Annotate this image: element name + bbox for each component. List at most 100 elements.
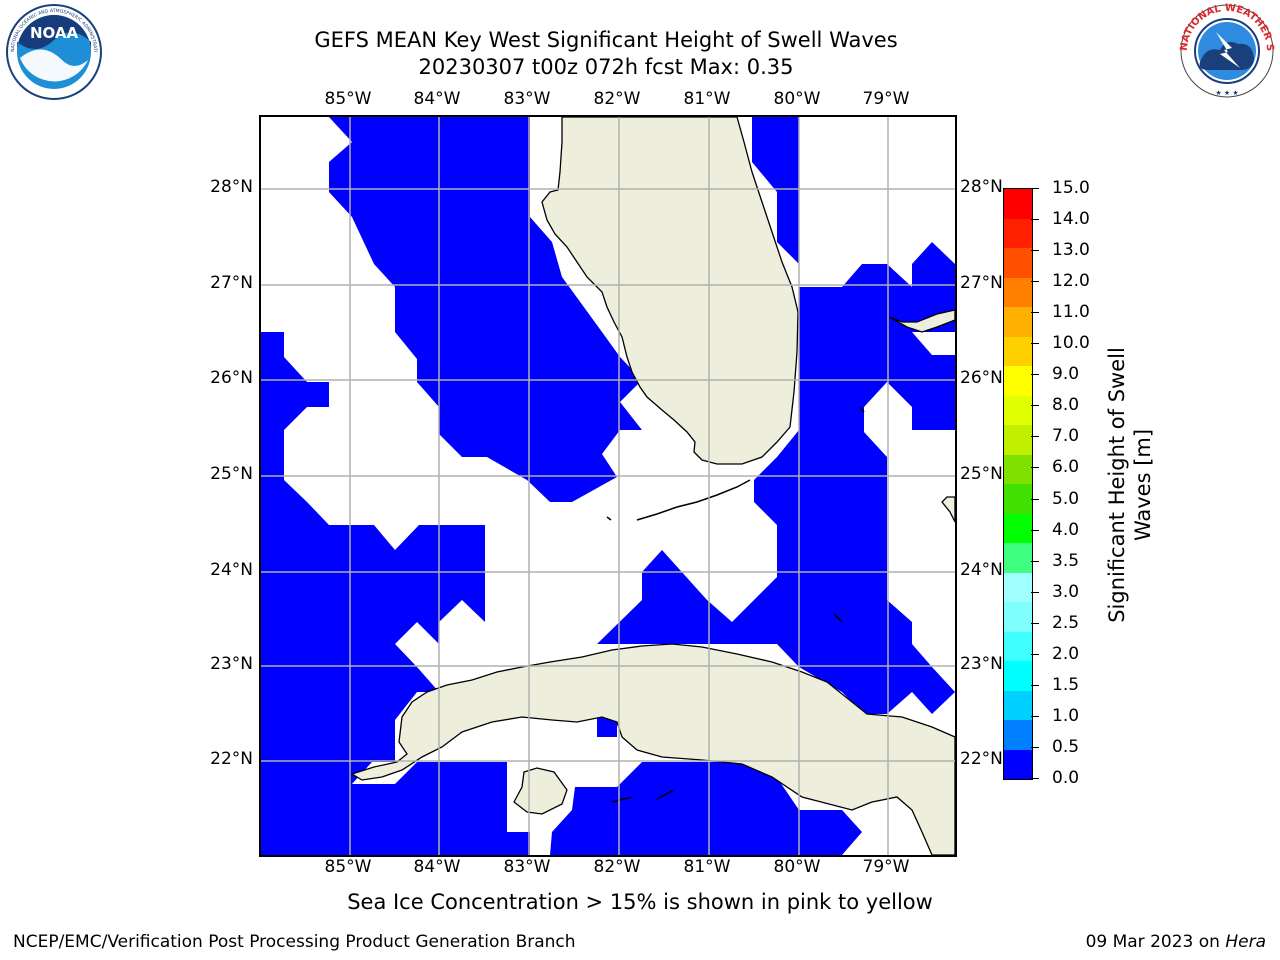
- colorbar-tick-label: 3.5: [1052, 550, 1080, 571]
- colorbar-segment: [1004, 749, 1032, 779]
- colorbar-tick: [1031, 715, 1039, 717]
- graticule: [261, 117, 955, 855]
- colorbar-tick: [1031, 778, 1039, 779]
- colorbar-segment: [1004, 218, 1032, 248]
- cuba: [350, 643, 955, 855]
- colorbar-segment: [1004, 513, 1032, 543]
- lon-label-bottom: 82°W: [593, 857, 641, 877]
- colorbar-segment: [1004, 307, 1032, 337]
- colorbar-title-line: Significant Height of Swell: [1105, 347, 1129, 623]
- colorbar-tick: [1031, 405, 1039, 407]
- lat-label-right: 23°N: [960, 654, 1003, 674]
- colorbar-tick-label: 8.0: [1052, 395, 1080, 416]
- swell-region-florida-strait: [597, 117, 955, 714]
- noaa-logo-text: NOAA: [30, 24, 79, 42]
- colorbar-tick: [1031, 312, 1039, 314]
- sea-ice-note: Sea Ice Concentration > 15% is shown in …: [347, 890, 933, 914]
- colorbar-segment: [1004, 602, 1032, 632]
- colorbar-tick: [1031, 436, 1039, 438]
- map-svg: [261, 117, 955, 855]
- lat-label-right: 22°N: [960, 749, 1003, 769]
- colorbar-tick: [1031, 250, 1039, 252]
- colorbar-tick-label: 10.0: [1052, 333, 1090, 354]
- colorbar-tick-label: 3.0: [1052, 581, 1080, 602]
- colorbar-segment: [1004, 720, 1032, 750]
- colorbar-segment: [1004, 631, 1032, 661]
- colorbar-tick-label: 14.0: [1052, 209, 1090, 230]
- colorbar-title: Significant Height of Swell Waves [m]: [1104, 347, 1156, 623]
- colorbar-tick-label: 11.0: [1052, 302, 1090, 323]
- colorbar-tick-label: 4.0: [1052, 519, 1080, 540]
- lat-label-left: 25°N: [210, 464, 253, 484]
- lon-label-bottom: 84°W: [413, 857, 461, 877]
- bahamas-grand-bahama: [888, 309, 955, 333]
- lon-label-bottom: 80°W: [773, 857, 821, 877]
- colorbar-tick: [1031, 746, 1039, 748]
- lat-label-right: 26°N: [960, 368, 1003, 388]
- lat-label-left: 23°N: [210, 654, 253, 674]
- lon-label-top: 83°W: [503, 89, 551, 109]
- lon-label-bottom: 83°W: [503, 857, 551, 877]
- florida-peninsula: [541, 117, 799, 465]
- nws-logo: NATIONAL WEATHER SERVICE ★ ★ ★: [1176, 2, 1275, 98]
- colorbar-tick: [1031, 281, 1039, 283]
- noaa-logo: NOAA NATIONAL OCEANIC AND ATMOSPHERIC AD…: [2, 2, 102, 100]
- lat-label-left: 28°N: [210, 177, 253, 197]
- colorbar-tick: [1031, 374, 1039, 376]
- map-title: GEFS MEAN Key West Significant Height of…: [314, 28, 898, 52]
- colorbar-segment: [1004, 425, 1032, 455]
- colorbar-segment: [1004, 189, 1032, 219]
- colorbar-tick: [1031, 591, 1039, 593]
- colorbar-tick-label: 0.5: [1052, 736, 1080, 757]
- lon-label-top: 81°W: [683, 89, 731, 109]
- lat-label-left: 24°N: [210, 560, 253, 580]
- lon-label-bottom: 81°W: [683, 857, 731, 877]
- colorbar-tick: [1031, 467, 1039, 469]
- colorbar-tick: [1031, 560, 1039, 562]
- colorbar-tick-label: 1.5: [1052, 674, 1080, 695]
- colorbar-tick: [1031, 529, 1039, 531]
- colorbar-tick: [1031, 188, 1039, 189]
- colorbar-segment: [1004, 690, 1032, 720]
- svg-text:★ ★ ★: ★ ★ ★: [1215, 89, 1238, 97]
- colorbar-segment: [1004, 572, 1032, 602]
- colorbar-segment: [1004, 277, 1032, 307]
- colorbar-tick-label: 1.0: [1052, 705, 1080, 726]
- producer-credit: NCEP/EMC/Verification Post Processing Pr…: [13, 932, 576, 952]
- colorbar-segment: [1004, 395, 1032, 425]
- swell-region-gulf-north: [329, 117, 642, 502]
- colorbar-tick-label: 5.0: [1052, 488, 1080, 509]
- lat-label-right: 24°N: [960, 560, 1003, 580]
- colorbar-segment: [1004, 366, 1032, 396]
- colorbar-title-line: Waves [m]: [1131, 428, 1155, 542]
- run-date-on: on: [1198, 932, 1220, 952]
- swell-region-gulf-west: [261, 332, 485, 784]
- andros-fragment: [941, 496, 955, 523]
- colorbar-segment: [1004, 336, 1032, 366]
- swell-region-south-middle: [550, 762, 862, 855]
- lon-label-bottom: 85°W: [324, 857, 372, 877]
- colorbar-segment: [1004, 661, 1032, 691]
- swell-field: [261, 117, 955, 855]
- map-subtitle: 20230307 t00z 072h fcst Max: 0.35: [418, 55, 794, 79]
- lat-label-left: 27°N: [210, 273, 253, 293]
- machine-name: Hera: [1225, 932, 1266, 952]
- colorbar-tick-label: 12.0: [1052, 271, 1090, 292]
- colorbar-tick: [1031, 684, 1039, 686]
- colorbar-tick: [1031, 653, 1039, 655]
- lat-label-left: 26°N: [210, 368, 253, 388]
- map-panel: [259, 115, 957, 857]
- lon-label-top: 82°W: [593, 89, 641, 109]
- lon-label-top: 84°W: [413, 89, 461, 109]
- colorbar-tick: [1031, 343, 1039, 345]
- colorbar-tick-label: 9.0: [1052, 364, 1080, 385]
- lat-label-left: 22°N: [210, 749, 253, 769]
- lon-label-bottom: 79°W: [862, 857, 910, 877]
- swell-region-south-west: [261, 762, 530, 855]
- colorbar-segment: [1004, 543, 1032, 573]
- run-date-text: 09 Mar 2023: [1085, 932, 1194, 952]
- lat-label-right: 27°N: [960, 273, 1003, 293]
- lat-label-right: 28°N: [960, 177, 1003, 197]
- lon-label-top: 80°W: [773, 89, 821, 109]
- isle-of-youth: [513, 767, 568, 815]
